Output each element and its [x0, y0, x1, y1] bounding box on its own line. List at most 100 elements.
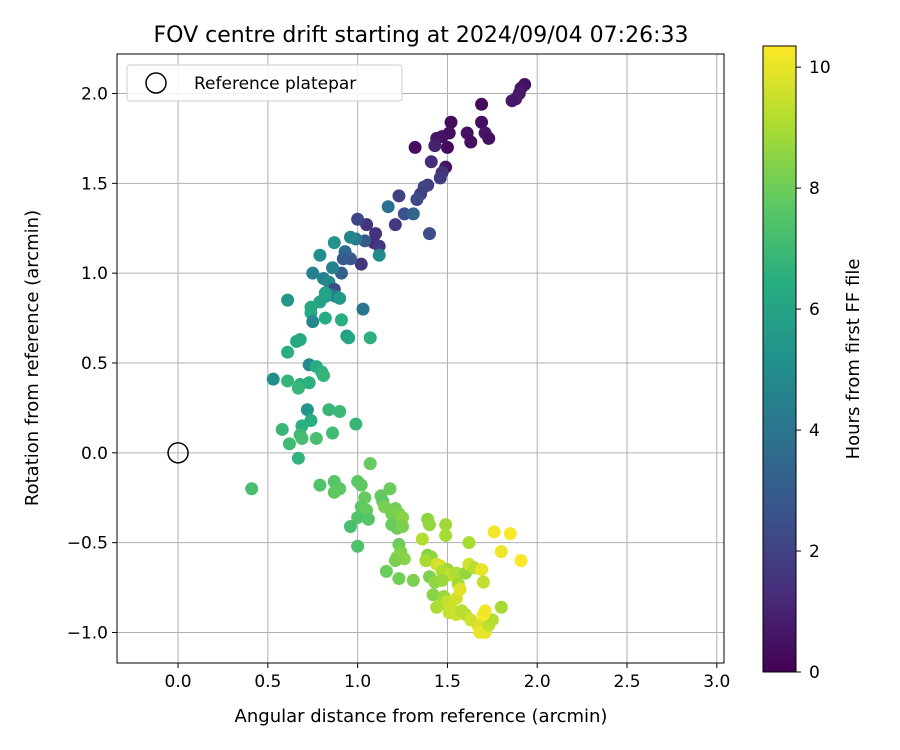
- colorbar-label: Hours from first FF file: [843, 259, 864, 460]
- data-point: [449, 566, 463, 580]
- data-point: [327, 236, 341, 250]
- colorbar-tick-label: 4: [809, 421, 820, 441]
- y-tick-label: 1.0: [81, 264, 108, 284]
- x-tick-label: 1.0: [344, 672, 371, 692]
- data-point: [424, 155, 438, 169]
- data-point: [291, 451, 305, 465]
- data-point: [505, 94, 519, 108]
- x-tick-label: 3.0: [703, 672, 730, 692]
- data-point: [419, 554, 433, 568]
- data-point: [281, 374, 295, 388]
- y-axis-ticks: −1.0 −0.5 0.0 0.5 1.0 1.5 2.0: [67, 85, 117, 643]
- data-point: [327, 485, 341, 499]
- data-point: [410, 193, 424, 207]
- data-point: [478, 604, 492, 618]
- y-tick-label: −1.0: [67, 623, 108, 643]
- legend-marker-icon: [145, 72, 167, 94]
- data-point: [462, 536, 476, 550]
- data-point: [406, 207, 420, 221]
- data-point: [282, 437, 296, 451]
- data-point: [453, 582, 467, 596]
- x-tick-label: 2.0: [524, 672, 551, 692]
- colorbar-tick-label: 6: [809, 300, 820, 320]
- data-point: [351, 212, 365, 226]
- data-point: [406, 573, 420, 587]
- y-axis-label: Rotation from reference (arcmin): [22, 210, 43, 506]
- data-point: [343, 230, 357, 244]
- data-point: [439, 518, 453, 532]
- plot-frame: [116, 53, 725, 664]
- data-point: [281, 293, 295, 307]
- data-point: [372, 248, 386, 262]
- colorbar-tick-label: 0: [809, 663, 820, 683]
- data-point: [281, 345, 295, 359]
- x-tick-label: 1.5: [434, 672, 461, 692]
- data-point: [385, 518, 399, 532]
- data-point: [439, 528, 453, 542]
- data-point: [336, 252, 350, 266]
- data-point: [302, 376, 316, 390]
- data-point: [397, 207, 411, 221]
- data-point: [422, 518, 436, 532]
- data-point: [415, 532, 429, 546]
- data-point: [342, 331, 356, 345]
- colorbar-ticks: 0 2 4 6 8 10: [796, 58, 831, 683]
- data-point: [313, 248, 327, 262]
- data-point: [428, 139, 442, 153]
- x-tick-label: 0.0: [165, 672, 192, 692]
- data-point: [351, 510, 365, 524]
- data-point: [514, 554, 528, 568]
- data-point: [326, 426, 340, 440]
- y-tick-label: 1.5: [81, 174, 108, 194]
- chart-title: FOV centre drift starting at 2024/09/04 …: [154, 23, 689, 48]
- data-point: [388, 554, 402, 568]
- y-tick-label: −0.5: [67, 534, 108, 554]
- data-point: [361, 512, 375, 526]
- colorbar-tick-label: 2: [809, 542, 820, 562]
- data-point: [426, 588, 440, 602]
- data-point: [290, 334, 304, 348]
- data-point: [300, 403, 314, 417]
- colorbar-tick-label: 10: [809, 58, 831, 78]
- data-point: [383, 482, 397, 496]
- data-point: [475, 97, 489, 111]
- data-point: [354, 257, 368, 271]
- data-point: [464, 135, 478, 149]
- data-point: [444, 115, 458, 129]
- data-point: [318, 311, 332, 325]
- data-point: [326, 261, 340, 275]
- y-tick-label: 0.0: [81, 444, 108, 464]
- data-point: [430, 600, 444, 614]
- data-point: [322, 403, 336, 417]
- data-point: [318, 286, 332, 300]
- data-point: [245, 482, 259, 496]
- data-point: [494, 600, 508, 614]
- data-point: [354, 478, 368, 492]
- colorbar-gradient: [762, 45, 797, 673]
- data-point: [372, 239, 386, 253]
- colorbar: 0 2 4 6 8 10 Hours from first FF file: [762, 45, 864, 683]
- legend: Reference platepar: [126, 64, 403, 102]
- data-point: [388, 218, 402, 232]
- data-point: [379, 564, 393, 578]
- x-tick-label: 2.5: [614, 672, 641, 692]
- data-point: [435, 573, 449, 587]
- data-point: [487, 525, 501, 539]
- data-points: [245, 78, 532, 639]
- data-point: [313, 478, 327, 492]
- data-point: [291, 381, 305, 395]
- x-axis-label: Angular distance from reference (arcmin): [235, 706, 608, 727]
- data-point: [475, 563, 489, 577]
- data-point: [317, 369, 331, 383]
- data-point: [422, 227, 436, 241]
- data-point: [356, 302, 370, 316]
- data-point: [433, 171, 447, 185]
- data-point: [306, 315, 320, 329]
- data-point: [396, 510, 410, 524]
- y-tick-label: 0.5: [81, 354, 108, 374]
- legend-label: Reference platepar: [194, 74, 356, 94]
- data-point: [275, 422, 289, 436]
- data-point: [396, 519, 410, 533]
- data-point: [503, 527, 517, 541]
